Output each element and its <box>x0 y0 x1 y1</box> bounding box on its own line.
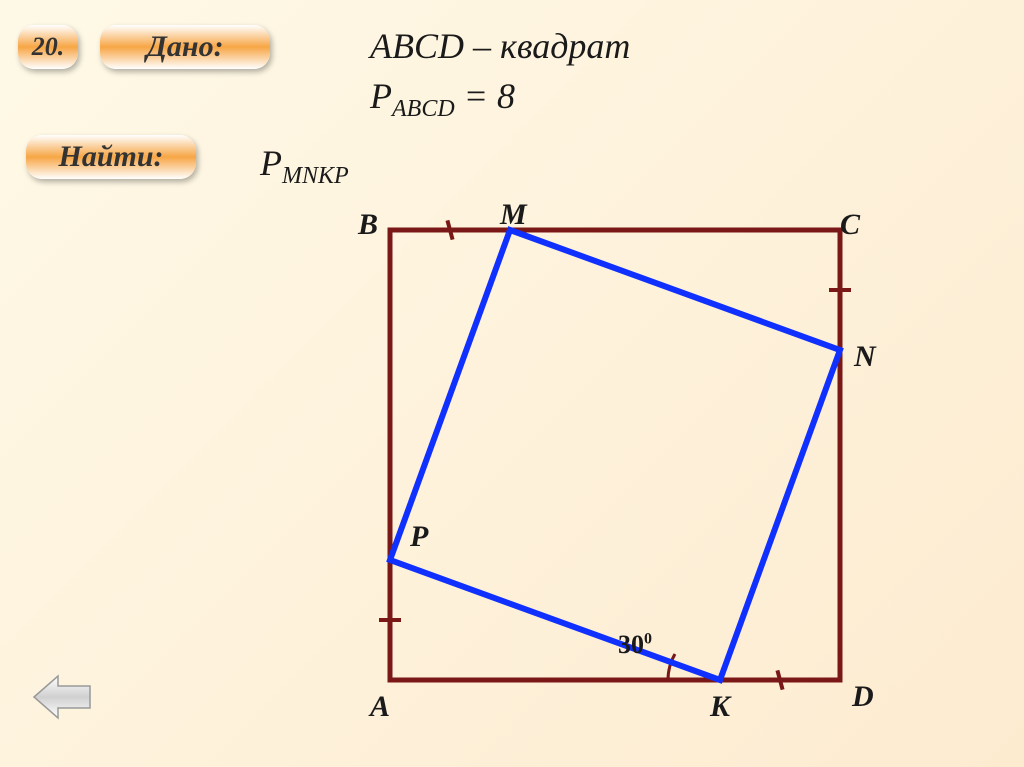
perimeter-value: = 8 <box>455 76 515 116</box>
find-expression: PMNKP <box>260 142 349 190</box>
vertex-label: B <box>358 208 378 242</box>
back-button[interactable] <box>30 670 94 724</box>
perimeter-subscript-abcd: ABCD <box>392 96 455 122</box>
vertex-label: D <box>852 680 874 714</box>
angle-label: 300 <box>618 630 652 660</box>
given-statement-1: ABCD – квадрат <box>370 25 630 67</box>
diagram-svg <box>330 190 890 750</box>
vertex-label: A <box>370 690 390 724</box>
vertex-label: N <box>854 340 876 374</box>
vertex-label: K <box>710 690 730 724</box>
vertex-label: P <box>410 520 428 554</box>
given-statement-2: PABCD = 8 <box>370 75 515 123</box>
vertex-label: M <box>500 198 527 232</box>
problem-number-badge: 20. <box>18 25 78 69</box>
given-label-badge: Дано: <box>100 25 270 69</box>
back-arrow-icon <box>30 670 94 724</box>
perimeter-symbol: P <box>370 76 392 116</box>
vertex-label: C <box>840 208 860 242</box>
find-perimeter-symbol: P <box>260 143 282 183</box>
find-label-badge: Найти: <box>26 135 196 179</box>
geometry-diagram: A B C D M N K P 300 <box>330 190 890 750</box>
find-perimeter-subscript: MNKP <box>282 163 349 189</box>
